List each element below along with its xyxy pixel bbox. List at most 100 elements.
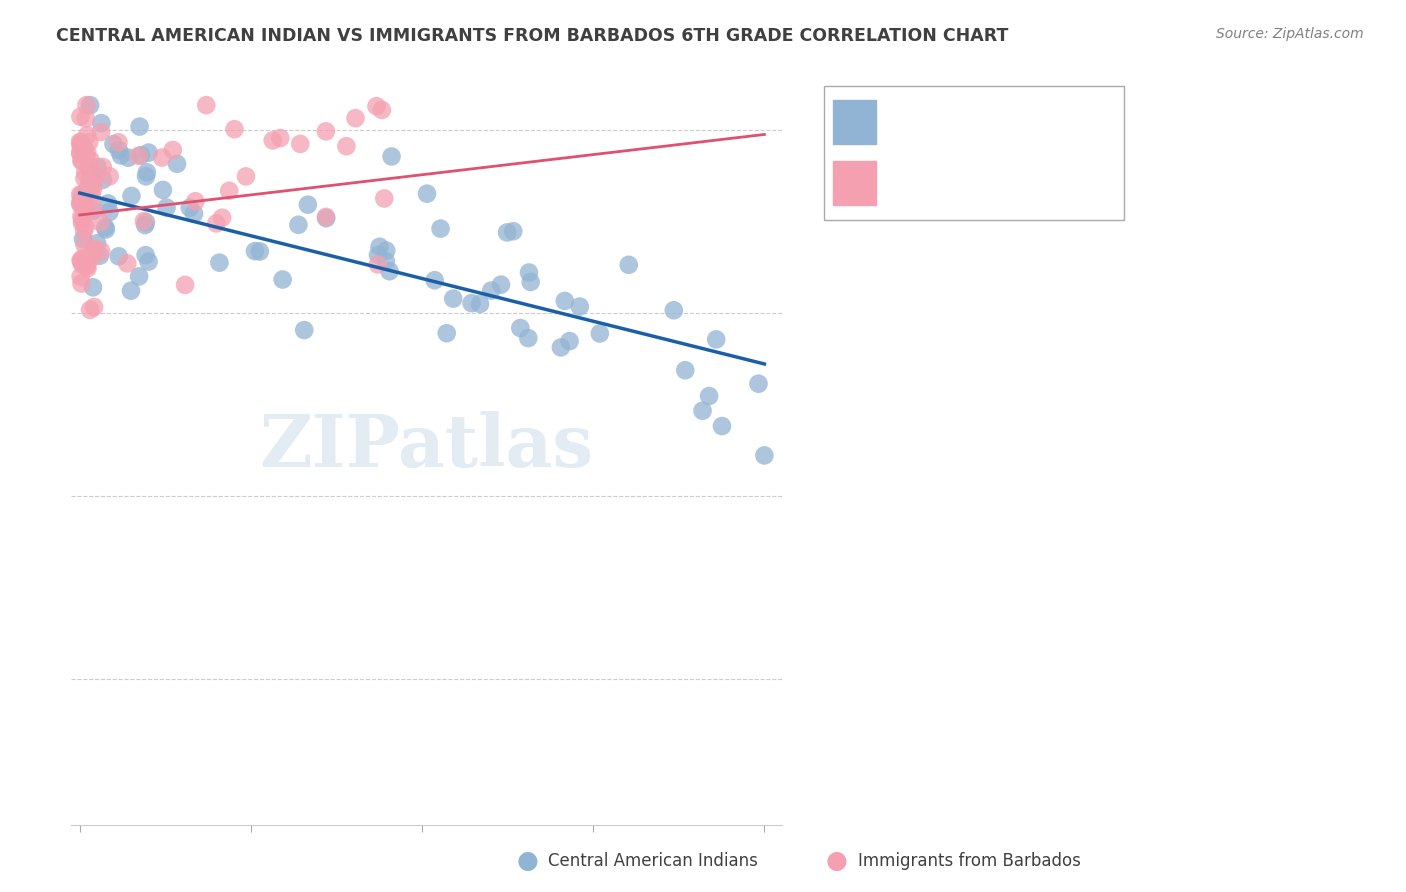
Point	[747, 376, 769, 391]
Point	[115, 256, 138, 270]
Point	[70, 137, 93, 152]
Point	[117, 151, 139, 165]
Point	[262, 133, 284, 147]
Point	[195, 98, 218, 112]
Point	[77, 135, 100, 149]
Point	[617, 258, 640, 272]
Point	[82, 182, 104, 196]
Point	[72, 197, 94, 211]
Point	[155, 201, 177, 215]
Point	[69, 252, 91, 267]
Point	[211, 211, 233, 225]
Point	[86, 160, 108, 174]
Point	[79, 178, 101, 193]
Text: Immigrants from Barbados: Immigrants from Barbados	[858, 852, 1081, 870]
Point	[183, 207, 205, 221]
Point	[135, 169, 157, 184]
Point	[75, 165, 97, 179]
Point	[94, 222, 117, 236]
Point	[77, 175, 100, 189]
Point	[479, 284, 502, 298]
Point	[129, 148, 152, 162]
Point	[103, 137, 125, 152]
Point	[287, 218, 309, 232]
Point	[249, 244, 271, 259]
Point	[429, 221, 451, 235]
Point	[558, 334, 581, 348]
Point	[69, 110, 91, 124]
Point	[82, 178, 104, 192]
Point	[107, 249, 129, 263]
Point	[76, 128, 98, 143]
Point	[297, 197, 319, 211]
Point	[73, 238, 96, 252]
Point	[91, 173, 114, 187]
Point	[315, 211, 337, 226]
Point	[568, 300, 591, 314]
Point	[375, 244, 398, 258]
Point	[77, 161, 100, 176]
Point	[69, 269, 91, 284]
Point	[121, 189, 143, 203]
Point	[235, 169, 257, 184]
Text: CENTRAL AMERICAN INDIAN VS IMMIGRANTS FROM BARBADOS 6TH GRADE CORRELATION CHART: CENTRAL AMERICAN INDIAN VS IMMIGRANTS FR…	[56, 27, 1008, 45]
Bar	[824, 86, 1123, 220]
Point	[132, 214, 155, 228]
Point	[138, 254, 160, 268]
Point	[134, 218, 156, 232]
Point	[73, 202, 96, 216]
Point	[496, 226, 519, 240]
Point	[76, 98, 98, 112]
Point	[83, 241, 105, 255]
Point	[120, 284, 142, 298]
Point	[76, 258, 98, 272]
Point	[166, 157, 188, 171]
Point	[205, 216, 228, 230]
Point	[77, 180, 100, 194]
Point	[128, 149, 150, 163]
Text: Source: ZipAtlas.com: Source: ZipAtlas.com	[1216, 27, 1364, 41]
Point	[243, 244, 266, 259]
Point	[76, 261, 98, 276]
Point	[502, 224, 524, 238]
Point	[489, 277, 512, 292]
Point	[269, 131, 291, 145]
Point	[90, 244, 112, 259]
Point	[373, 191, 395, 205]
Point	[416, 186, 439, 201]
Point	[70, 194, 93, 208]
Point	[89, 249, 111, 263]
Point	[82, 251, 104, 265]
Point	[94, 220, 117, 235]
Point	[692, 404, 714, 418]
Point	[70, 254, 93, 268]
Point	[673, 363, 696, 377]
Point	[436, 326, 458, 341]
Point	[75, 219, 97, 234]
Point	[315, 210, 337, 224]
Point	[73, 171, 96, 186]
Point	[335, 139, 357, 153]
Point	[69, 197, 91, 211]
Point	[128, 269, 150, 284]
Point	[90, 125, 112, 139]
Point	[208, 255, 231, 269]
Point	[441, 292, 464, 306]
Text: ZIPatlas: ZIPatlas	[259, 411, 593, 483]
Point	[90, 116, 112, 130]
Point	[70, 216, 93, 230]
Text: ●: ●	[825, 849, 848, 872]
Point	[70, 153, 93, 168]
Point	[517, 331, 540, 345]
Point	[75, 201, 97, 215]
Point	[550, 340, 572, 354]
Text: ●: ●	[516, 849, 538, 872]
Point	[554, 293, 576, 308]
Point	[344, 111, 367, 125]
Point	[75, 185, 97, 199]
Point	[79, 98, 101, 112]
Point	[70, 136, 93, 150]
Point	[162, 143, 184, 157]
Point	[378, 264, 401, 278]
Point	[69, 146, 91, 161]
